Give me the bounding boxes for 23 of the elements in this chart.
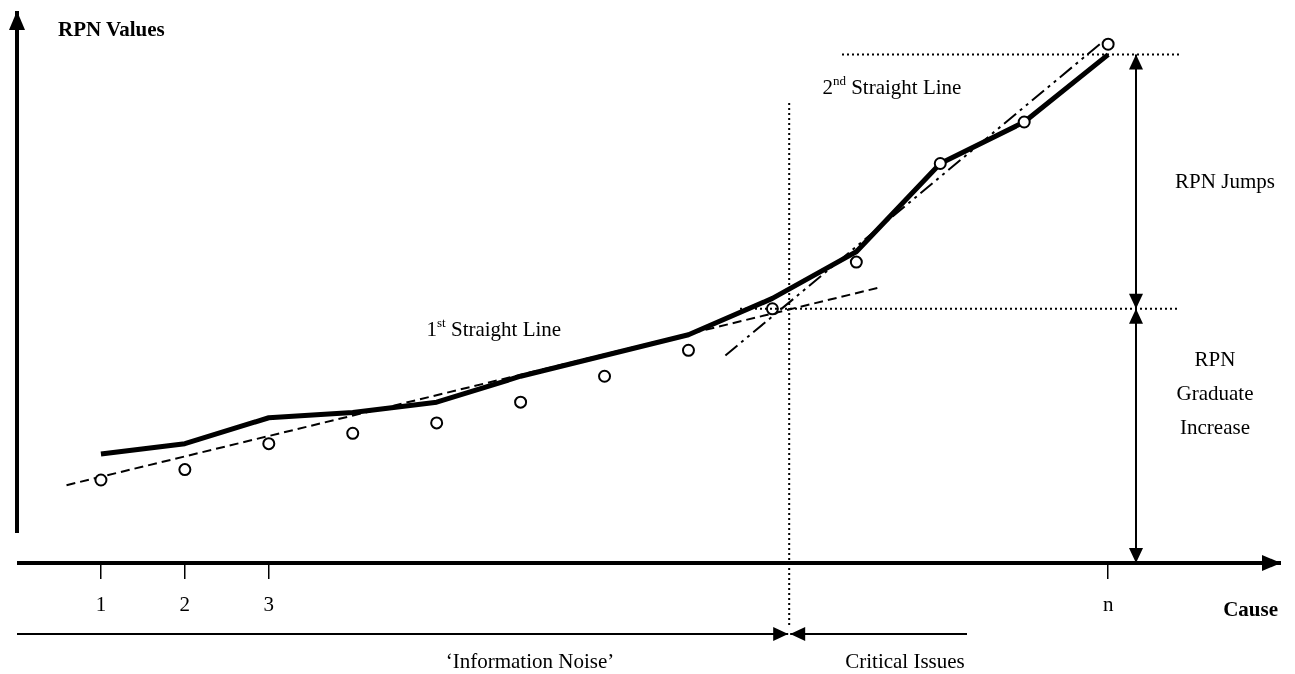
annotation: RPN Graduate Increase (1176, 347, 1254, 439)
x-tick-label: 3 (263, 592, 275, 617)
point (849, 255, 863, 269)
point (346, 426, 360, 440)
x-axis-title: Cause (1223, 597, 1278, 621)
y-axis-title: RPN Values (58, 17, 165, 41)
point (430, 416, 444, 430)
point (598, 369, 612, 383)
point (681, 343, 695, 357)
point (765, 302, 779, 316)
point (1017, 115, 1031, 129)
point (94, 473, 108, 487)
point (933, 157, 947, 171)
x-tick-label: 1 (95, 592, 107, 617)
annotation: RPN Jumps (1175, 169, 1275, 193)
point (178, 463, 192, 477)
text: Critical Issues (845, 649, 965, 673)
point (514, 395, 528, 409)
x-tick-label: n (1102, 592, 1114, 617)
text: ‘Information Noise’ (445, 649, 615, 673)
point (262, 437, 276, 451)
point (1101, 37, 1115, 51)
x-tick-label: 2 (179, 592, 191, 617)
